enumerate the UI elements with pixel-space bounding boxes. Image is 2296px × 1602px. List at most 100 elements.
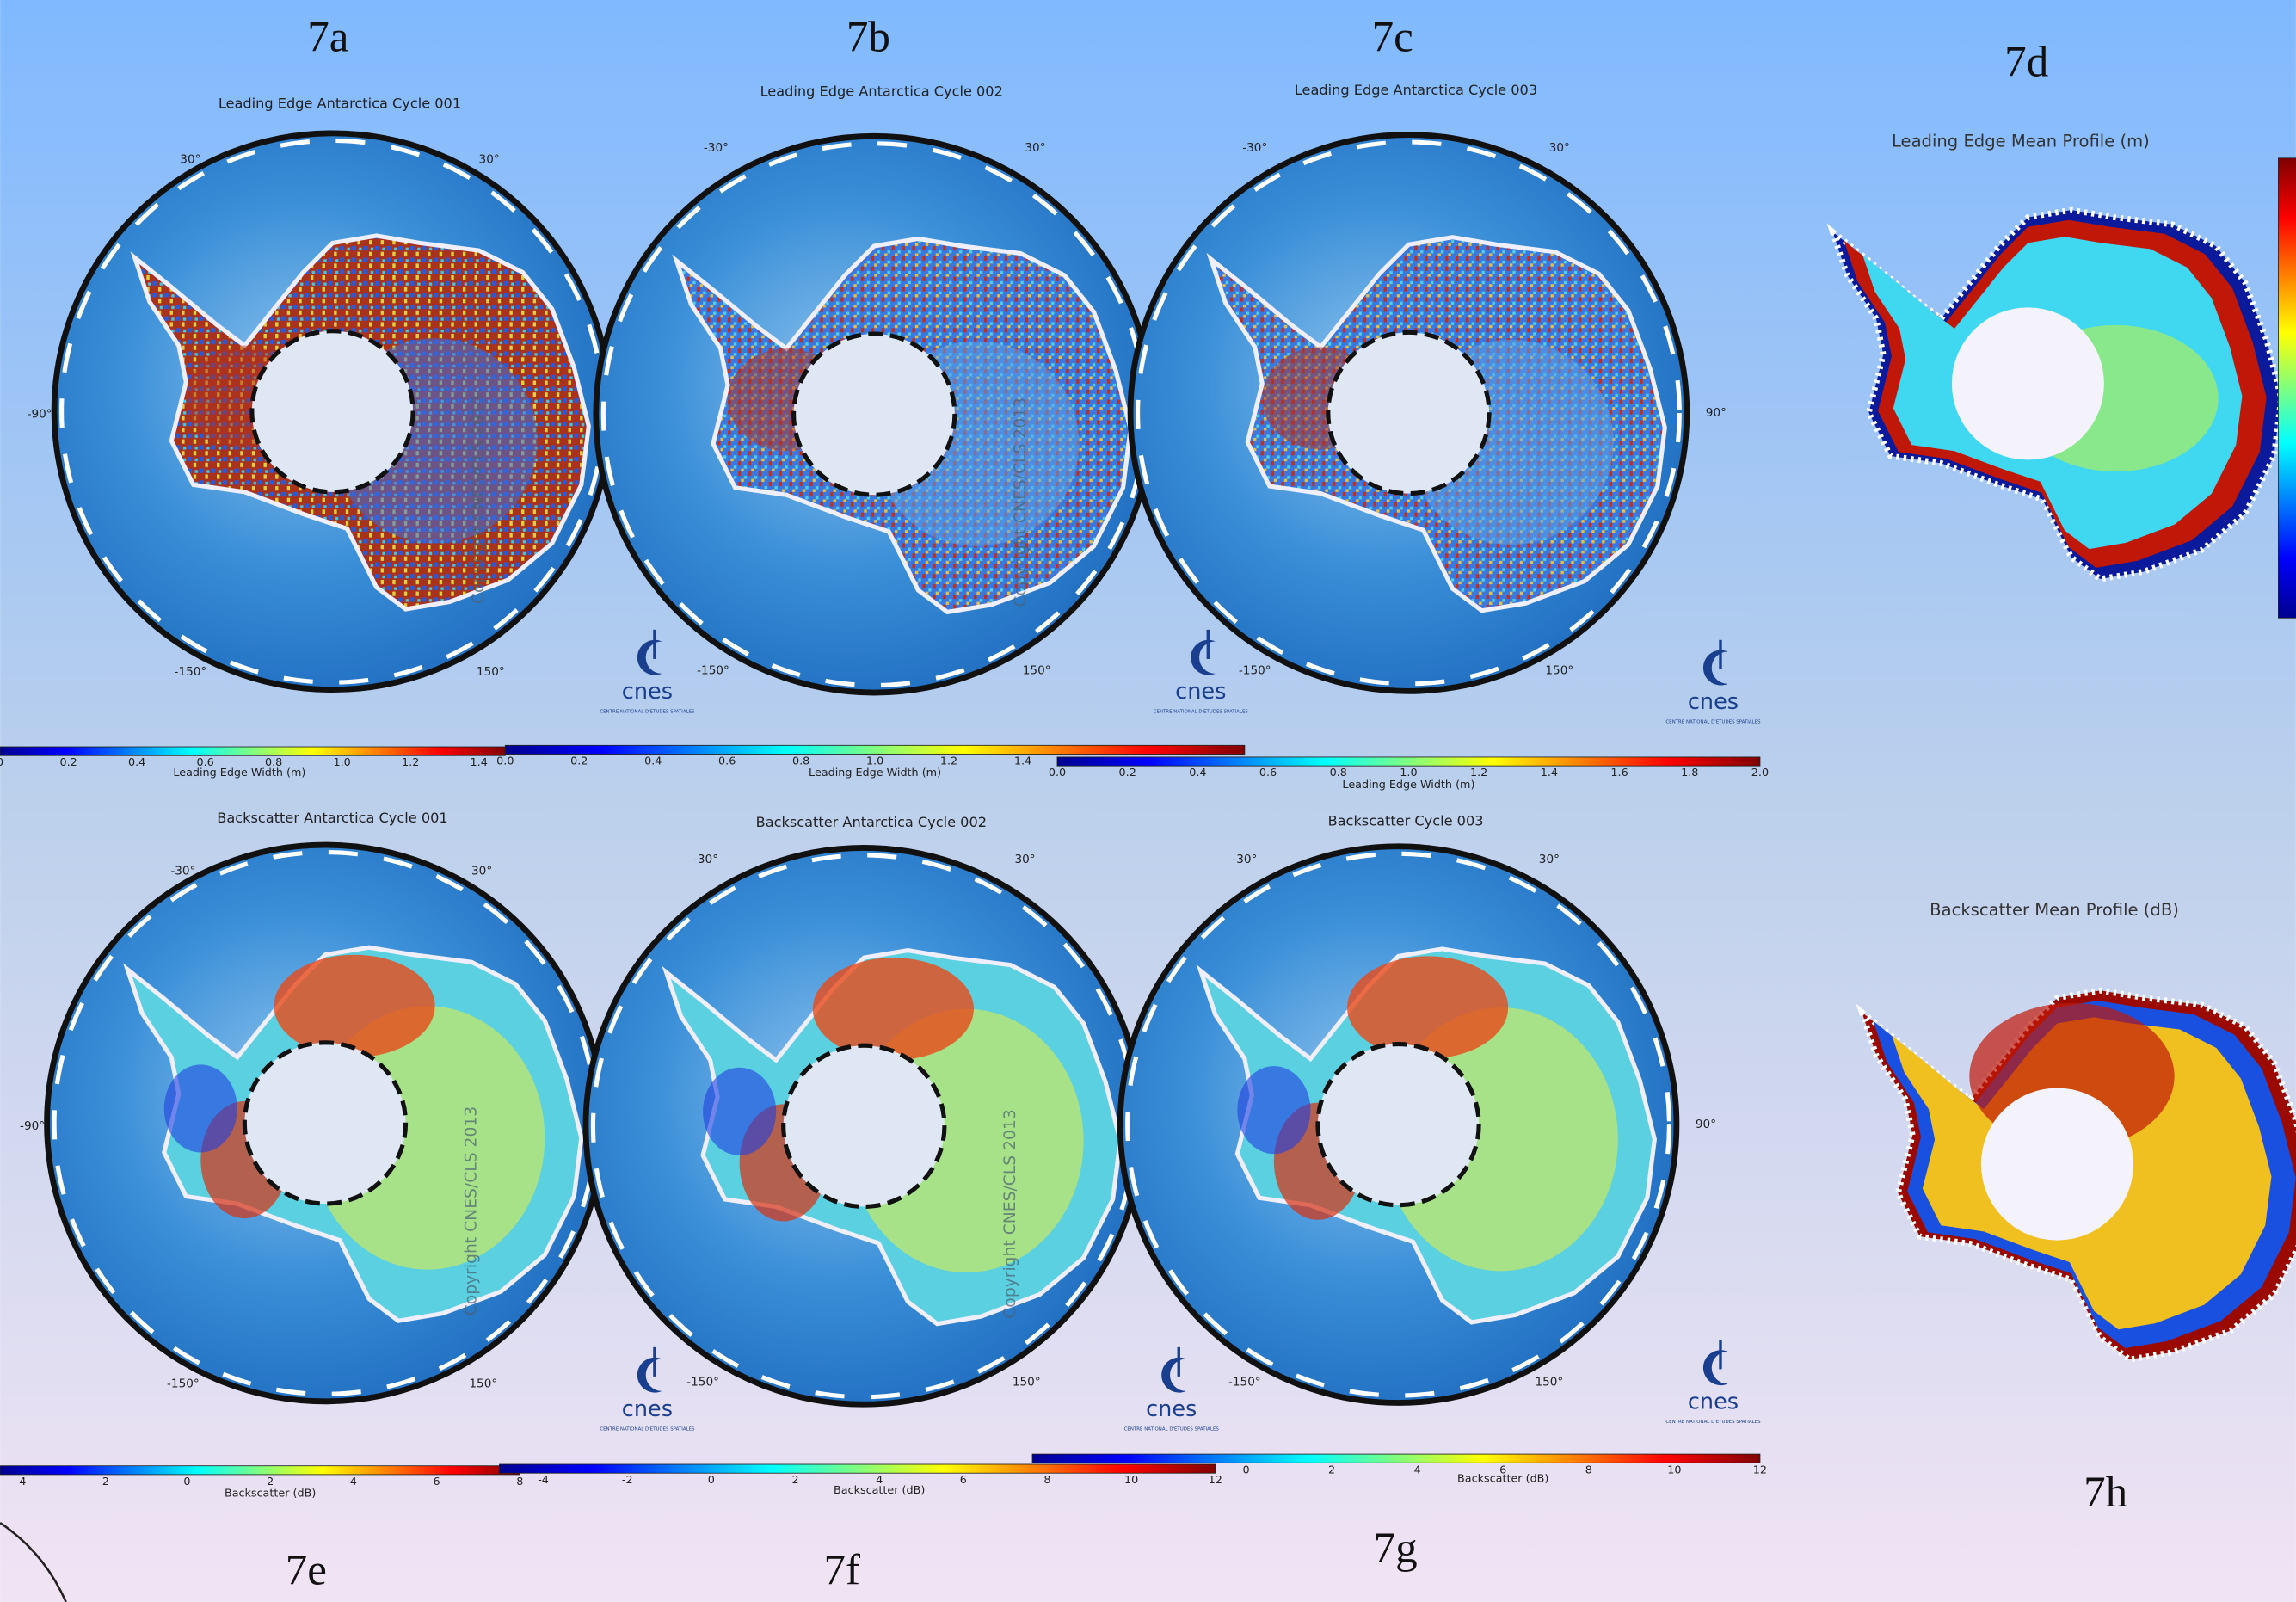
logo-caption: CENTRE NATIONAL D'ETUDES SPATIALES [1665,1420,1761,1425]
colorbar-tick: -2 [622,1474,633,1487]
colorbar-tick: 0.8 [792,755,809,768]
region [1237,1066,1310,1154]
map-panel [47,845,604,1402]
colorbar-tick: 10 [1667,1463,1681,1476]
logo-text: cnes [1175,679,1226,705]
longitude-label: -150° [697,664,729,678]
longitude-label: -30° [1242,141,1267,155]
colorbar-label: Leading Edge Width (m) [809,767,941,779]
colorbar-tick: 8 [1585,1463,1592,1476]
region [1347,956,1508,1058]
colorbar-tick: 1.2 [402,756,419,769]
longitude-label: 90° [1696,1118,1716,1131]
pole-hole [1328,332,1489,493]
figure: Leading Edge Antarctica Cycle 001 30° 30° -… [0,0,2296,1602]
colorbar-tick: 1.0 [334,756,351,769]
longitude-label: 30° [1539,853,1560,866]
map-title: Leading Edge Antarctica Cycle 001 [219,95,461,111]
copyright: Copyright CNES/CLS 2013 [1012,397,1030,607]
longitude-label: -150° [686,1376,719,1389]
colorbar-tick: 0 [708,1474,715,1487]
colorbar-tick: 2 [791,1474,798,1487]
colorbar-tick: 1.4 [1014,755,1031,768]
colorbar-tick: 0.4 [644,755,662,768]
longitude-label: 150° [1013,1376,1041,1389]
colorbar [0,1466,520,1475]
colorbar-tick: 2.0 [1751,767,1769,779]
colorbar [1032,1454,1760,1463]
colorbar-tick: 8 [1043,1474,1050,1487]
colorbar-tick: -4 [15,1476,27,1488]
copyright: Copyright CNES/CLS 2013 [1001,1109,1019,1318]
longitude-label: -150° [175,665,207,679]
figure-label: 7c [1372,12,1413,61]
colorbar-tick: 0.6 [718,755,736,768]
figure-label: 7h [2084,1468,2127,1517]
colorbar-tick: 0.2 [570,755,588,768]
region [274,955,434,1057]
map-panel [586,847,1142,1404]
map-panel [54,133,611,690]
map-panel [1120,847,1677,1403]
colorbar-tick: 0 [183,1476,190,1488]
colorbar-tick: 1.4 [1541,767,1558,779]
longitude-label: 30° [471,865,492,878]
colorbar-tick: 1.2 [940,755,957,768]
colorbar-tick: 0 [0,756,3,769]
colorbar-tick: 12 [1209,1474,1222,1487]
map-title: Leading Edge Antarctica Cycle 003 [1295,82,1537,98]
colorbar-tick: 0.4 [1189,767,1206,779]
map-title: Leading Edge Antarctica Cycle 002 [760,83,1003,100]
colorbar-tick: 1.8 [1681,767,1698,779]
colorbar-tick: 6 [960,1474,967,1487]
colorbar-tick: 0.6 [1259,767,1277,779]
colorbar-tick: 0.0 [496,755,514,768]
figure-label: 7b [846,12,890,61]
colorbar-tick: 6 [434,1476,440,1488]
pole-hole [1318,1044,1479,1205]
profile-hole [1952,307,2104,459]
figure-label: 7a [307,12,348,61]
longitude-label: -30° [704,141,729,155]
logo-text: cnes [622,679,673,705]
logo-caption: CENTRE NATIONAL D'ETUDES SPATIALES [1665,720,1761,725]
longitude-label: 150° [1545,664,1573,678]
profile-title: Leading Edge Mean Profile (m) [1892,132,2150,151]
longitude-label: -90° [20,1119,45,1133]
longitude-label: 30° [1025,141,1045,155]
longitude-label: -150° [1239,664,1271,678]
colorbar-label: Leading Edge Width (m) [1342,779,1474,792]
longitude-label: -30° [1232,853,1257,866]
colorbar [1057,757,1760,766]
longitude-label: 30° [1014,853,1035,866]
colorbar-tick: -4 [538,1474,549,1487]
colorbar-tick: 0.2 [1119,767,1136,779]
map-panel [596,136,1153,693]
logo-caption: CENTRE NATIONAL D'ETUDES SPATIALES [1154,710,1249,715]
map-panel [1130,135,1687,692]
figure-label: 7f [824,1545,861,1594]
colorbar-tick: 1.4 [471,756,488,769]
copyright: Copyright CNES/CLS 2013 [470,395,488,604]
logo-text: cnes [1146,1396,1197,1422]
longitude-label: -90° [28,408,52,422]
colorbar [500,1464,1216,1473]
colorbar-label: Backscatter (dB) [1457,1473,1548,1486]
figure-label: 7d [2004,37,2048,86]
colorbar [0,747,505,755]
colorbar-tick: 0.0 [1049,767,1066,779]
pole-hole [784,1045,945,1206]
colorbar-tick: 0.2 [59,756,77,769]
map-title: Backscatter Antarctica Cycle 001 [217,810,447,826]
colorbar-tick: 0.4 [128,756,145,769]
longitude-label: 150° [1023,664,1051,678]
map-title: Backscatter Cycle 003 [1328,812,1484,829]
colorbar-label: Leading Edge Width (m) [173,767,305,779]
region [813,958,974,1060]
colorbar-label: Backscatter (dB) [834,1484,925,1497]
longitude-label: -30° [170,865,195,878]
logo-caption: CENTRE NATIONAL D'ETUDES SPATIALES [1124,1427,1220,1433]
colorbar-tick: 1.6 [1610,767,1628,779]
colorbar-tick: 2 [1328,1463,1335,1476]
colorbar-tick: 4 [350,1476,357,1488]
